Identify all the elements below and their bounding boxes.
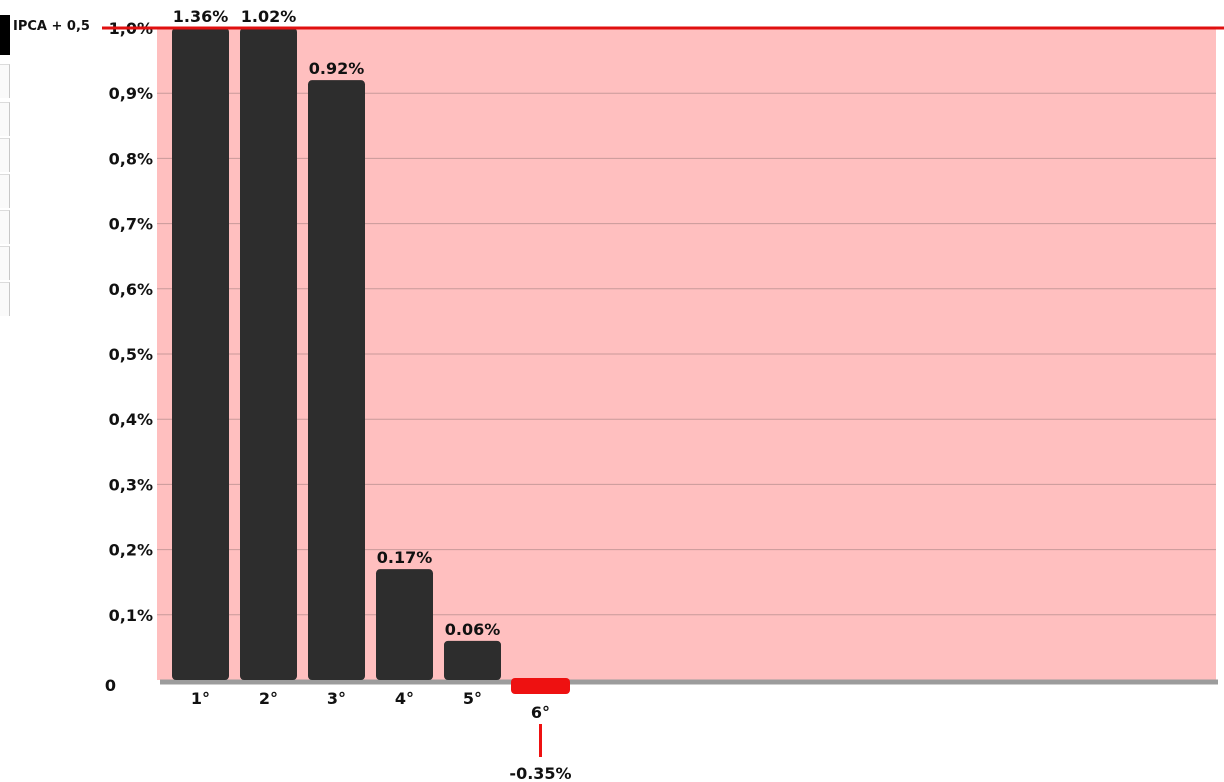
- y-tick-label: 0,2%: [109, 541, 153, 560]
- data-label: 0.17%: [377, 548, 433, 567]
- side-panel-row: [0, 246, 10, 280]
- category-label: 4°: [395, 689, 414, 708]
- y-tick-label: 0,1%: [109, 606, 153, 625]
- side-panel-row: [0, 174, 10, 208]
- y-tick-label: 0: [105, 676, 116, 695]
- bars: [172, 28, 570, 757]
- side-panel-row: [0, 64, 10, 98]
- side-panel-row: [0, 282, 10, 316]
- side-panel-row: [0, 210, 10, 244]
- category-label: 6°: [531, 703, 550, 722]
- data-labels: 1.36% 1.02% 0.92% 0.17% 0.06% -0.35%: [173, 7, 572, 782]
- side-panel-row: [0, 102, 10, 136]
- data-label: -0.35%: [509, 764, 571, 782]
- data-label: 1.02%: [241, 7, 297, 26]
- side-panel-tab: [0, 15, 10, 55]
- reference-line-label: IPCA + 0,5: [13, 19, 90, 34]
- y-tick-label: 0,8%: [109, 149, 153, 168]
- bar: [172, 28, 229, 680]
- bar: [308, 80, 365, 680]
- category-label: 1°: [191, 689, 210, 708]
- data-label: 0.06%: [445, 620, 501, 639]
- category-labels: 1° 2° 3° 4° 5° 6°: [191, 689, 550, 722]
- y-tick-label: 0,4%: [109, 410, 153, 429]
- category-label: 3°: [327, 689, 346, 708]
- data-label: 0.92%: [309, 59, 365, 78]
- y-tick-label: 0,6%: [109, 280, 153, 299]
- category-label: 5°: [463, 689, 482, 708]
- y-tick-label: 0,9%: [109, 84, 153, 103]
- bar: [240, 28, 297, 680]
- bar: [376, 569, 433, 680]
- data-label: 1.36%: [173, 7, 229, 26]
- category-label: 2°: [259, 689, 278, 708]
- bar-negative: [511, 678, 570, 694]
- side-panel-edge: [0, 0, 10, 318]
- y-tick-label: 0,3%: [109, 475, 153, 494]
- y-tick-label: 0,7%: [109, 215, 153, 234]
- bar: [444, 640, 501, 680]
- side-panel-row: [0, 138, 10, 172]
- y-axis-tick-labels: 00,1%0,2%0,3%0,4%0,5%0,6%0,7%0,8%0,9%1,0…: [105, 19, 153, 695]
- y-tick-label: 0,5%: [109, 345, 153, 364]
